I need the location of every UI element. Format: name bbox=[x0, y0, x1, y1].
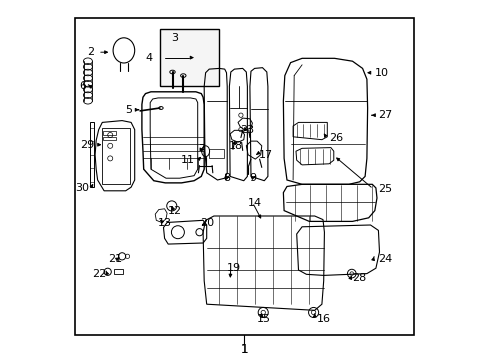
Text: 23: 23 bbox=[240, 125, 254, 135]
Text: 6: 6 bbox=[79, 81, 86, 91]
Text: 9: 9 bbox=[248, 173, 255, 183]
Text: 3: 3 bbox=[170, 33, 178, 43]
Text: 7: 7 bbox=[197, 144, 204, 154]
Text: 28: 28 bbox=[352, 273, 366, 283]
Text: 5: 5 bbox=[125, 105, 132, 115]
Text: 20: 20 bbox=[199, 218, 213, 228]
Bar bbox=[160, 29, 219, 86]
Text: 16: 16 bbox=[316, 314, 330, 324]
Text: 10: 10 bbox=[374, 68, 388, 78]
Text: 14: 14 bbox=[247, 198, 261, 208]
Text: 26: 26 bbox=[328, 132, 343, 143]
Text: 17: 17 bbox=[258, 150, 272, 160]
Text: 22: 22 bbox=[91, 269, 106, 279]
Text: 18: 18 bbox=[228, 141, 242, 151]
Text: 15: 15 bbox=[257, 314, 271, 324]
Bar bbox=[102, 128, 129, 184]
Text: 1: 1 bbox=[240, 343, 248, 356]
Bar bbox=[75, 18, 413, 335]
Text: 13: 13 bbox=[158, 218, 172, 228]
Text: 8: 8 bbox=[223, 173, 229, 183]
Bar bbox=[103, 131, 116, 135]
Text: 21: 21 bbox=[108, 254, 122, 264]
Text: 11: 11 bbox=[181, 155, 194, 165]
Text: 12: 12 bbox=[168, 206, 182, 216]
Text: 19: 19 bbox=[226, 263, 240, 273]
Text: 27: 27 bbox=[377, 110, 391, 120]
Bar bbox=[209, 149, 224, 158]
Text: 30: 30 bbox=[75, 183, 89, 193]
Text: 1: 1 bbox=[240, 343, 248, 356]
Bar bbox=[103, 137, 116, 140]
Text: 2: 2 bbox=[87, 47, 94, 57]
Text: 29: 29 bbox=[80, 140, 94, 150]
Text: 25: 25 bbox=[377, 184, 391, 194]
Text: 4: 4 bbox=[145, 53, 152, 63]
Text: 24: 24 bbox=[377, 254, 391, 264]
